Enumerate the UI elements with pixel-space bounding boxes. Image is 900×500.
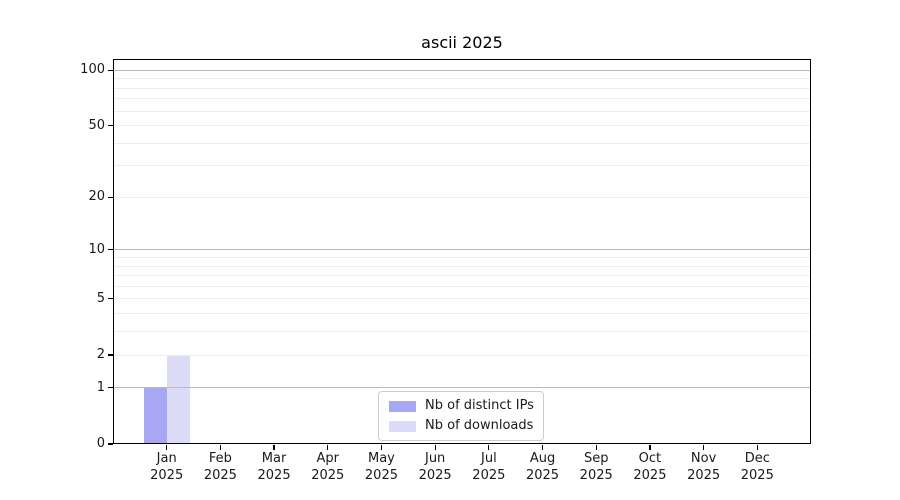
x-tick-mark (327, 445, 329, 450)
y-tick-label: 50 (88, 117, 105, 133)
x-tick-mark (219, 445, 221, 450)
bar-nb-of-distinct-ips (143, 387, 167, 444)
y-gridline-minor (113, 285, 811, 287)
y-tick-mark (108, 354, 113, 356)
y-tick-label: 100 (80, 62, 105, 78)
x-tick-mark (488, 445, 490, 450)
y-tick-label: 10 (88, 241, 105, 257)
y-tick-label: 5 (96, 290, 105, 306)
x-tick-mark (703, 445, 705, 450)
x-tick-mark (649, 445, 651, 450)
x-tick-label: Jun 2025 (418, 451, 452, 483)
y-gridline-minor (113, 125, 811, 127)
x-tick-mark (434, 445, 436, 450)
y-gridline-major (113, 249, 811, 251)
x-tick-label: Sep 2025 (579, 451, 613, 483)
y-gridline-minor (113, 142, 811, 144)
y-gridline-major (113, 387, 811, 389)
y-gridline-minor (113, 78, 811, 80)
legend-item-downloads: Nb of downloads (389, 418, 533, 434)
y-tick-mark (108, 387, 113, 389)
x-tick-label: Mar 2025 (257, 451, 291, 483)
x-tick-label: Feb 2025 (203, 451, 237, 483)
legend: Nb of distinct IPs Nb of downloads (378, 391, 544, 441)
y-gridline-minor (113, 275, 811, 277)
legend-item-distinct-ips: Nb of distinct IPs (389, 398, 534, 414)
legend-label-downloads: Nb of downloads (425, 418, 534, 433)
x-tick-label: Dec 2025 (740, 451, 774, 483)
y-gridline-minor (113, 298, 811, 300)
chart-title: ascii 2025 (421, 33, 503, 52)
y-tick-label: 0 (96, 436, 105, 451)
x-tick-mark (595, 445, 597, 450)
y-tick-mark (108, 69, 113, 71)
y-tick-mark (108, 298, 113, 300)
y-tick-label: 1 (96, 379, 105, 395)
y-gridline-minor (113, 98, 811, 100)
legend-label-distinct-ips: Nb of distinct IPs (425, 398, 534, 413)
y-tick-mark (108, 443, 113, 445)
y-tick-mark (108, 196, 113, 198)
y-gridline-minor (113, 87, 811, 89)
legend-swatch-distinct-ips (389, 400, 416, 412)
y-gridline-minor (113, 257, 811, 258)
y-gridline-minor (113, 265, 811, 267)
y-gridline-minor (113, 354, 811, 356)
y-tick-mark (108, 249, 113, 251)
x-tick-label: Jul 2025 (472, 451, 506, 483)
x-tick-mark (380, 445, 383, 450)
y-gridline-minor (113, 165, 811, 167)
x-tick-label: Apr 2025 (311, 451, 345, 483)
y-gridline-minor (113, 313, 811, 315)
bar-nb-of-downloads (166, 355, 190, 444)
y-tick-mark (108, 124, 113, 127)
y-tick-label: 20 (88, 189, 105, 205)
plot-area (113, 59, 811, 444)
x-tick-mark (541, 445, 544, 450)
y-gridline-minor (113, 331, 811, 333)
x-tick-mark (166, 445, 168, 450)
x-tick-label: Jan 2025 (150, 451, 184, 483)
y-gridline-minor (113, 110, 811, 112)
x-tick-mark (756, 445, 758, 450)
y-gridline-major (113, 69, 811, 71)
y-gridline-minor (113, 196, 811, 198)
x-tick-label: Oct 2025 (633, 451, 667, 483)
legend-swatch-downloads (389, 420, 416, 432)
y-tick-label: 2 (96, 347, 105, 363)
x-tick-label: Nov 2025 (687, 451, 721, 483)
x-tick-label: Aug 2025 (525, 451, 560, 483)
x-tick-label: May 2025 (364, 451, 398, 483)
x-tick-mark (273, 445, 275, 450)
